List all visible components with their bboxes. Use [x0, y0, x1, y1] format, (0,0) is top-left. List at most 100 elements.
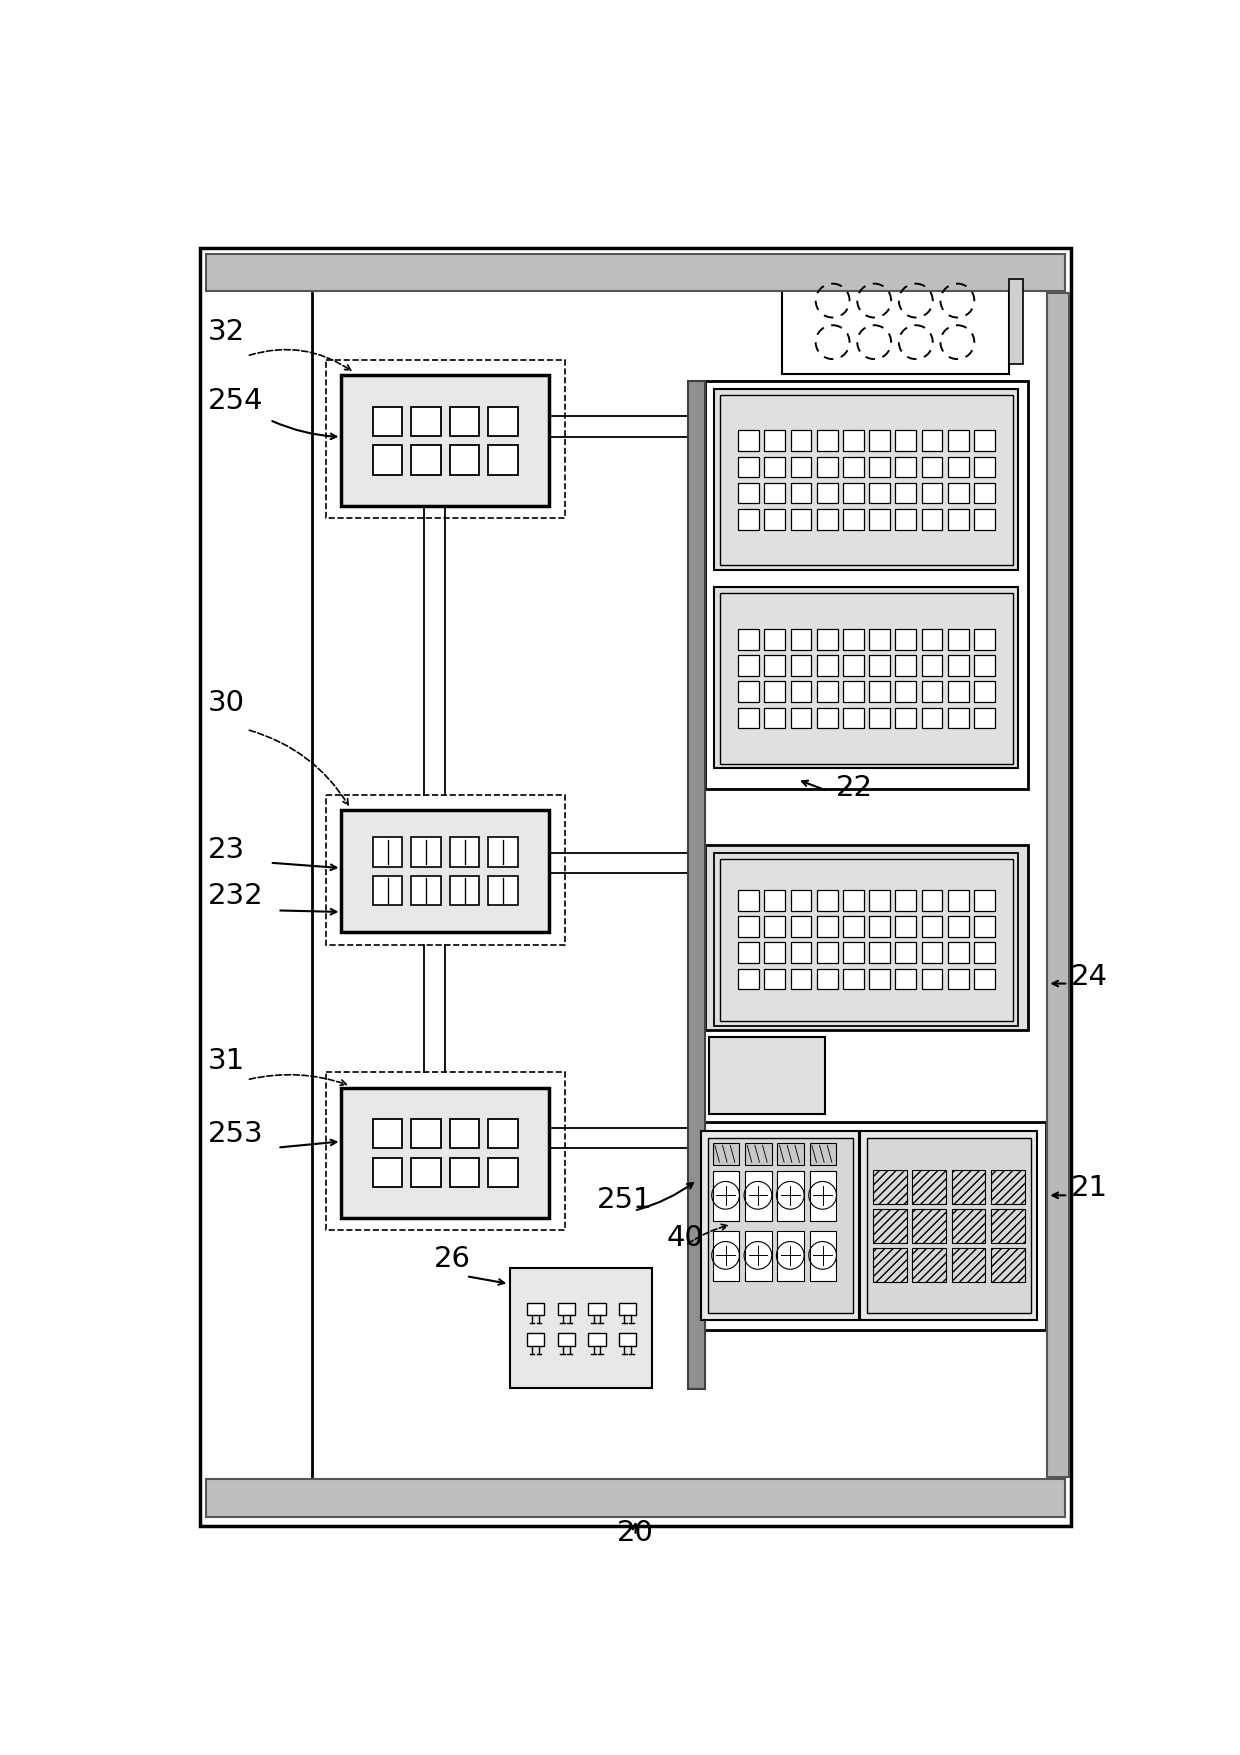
- Bar: [810, 1143, 837, 1165]
- Bar: [765, 969, 785, 990]
- Bar: [489, 1120, 517, 1150]
- Bar: [738, 683, 759, 702]
- Bar: [777, 1230, 804, 1281]
- Bar: [489, 1158, 517, 1186]
- Bar: [341, 376, 549, 507]
- Bar: [489, 837, 517, 867]
- Bar: [765, 916, 785, 937]
- Bar: [1048, 293, 1069, 1478]
- Bar: [765, 683, 785, 702]
- Bar: [921, 683, 942, 702]
- Bar: [921, 707, 942, 728]
- Bar: [738, 707, 759, 728]
- Bar: [913, 1171, 946, 1204]
- Bar: [708, 1137, 853, 1313]
- Bar: [973, 483, 994, 504]
- Bar: [738, 483, 759, 504]
- Bar: [895, 656, 916, 677]
- Bar: [843, 630, 864, 651]
- Bar: [704, 381, 1028, 790]
- Bar: [791, 683, 811, 702]
- Text: 26: 26: [434, 1244, 471, 1272]
- Bar: [895, 890, 916, 911]
- Bar: [973, 942, 994, 963]
- Bar: [206, 254, 1065, 291]
- Bar: [947, 707, 968, 728]
- Bar: [947, 483, 968, 504]
- Bar: [817, 656, 838, 677]
- Text: 21: 21: [1070, 1174, 1107, 1202]
- Bar: [588, 1302, 605, 1314]
- Bar: [341, 811, 549, 932]
- Bar: [738, 969, 759, 990]
- Bar: [791, 942, 811, 963]
- Bar: [973, 969, 994, 990]
- Bar: [869, 916, 890, 937]
- Bar: [810, 1230, 837, 1281]
- Bar: [738, 916, 759, 937]
- Bar: [947, 509, 968, 530]
- Bar: [738, 458, 759, 477]
- Bar: [745, 1143, 771, 1165]
- Bar: [791, 432, 811, 451]
- Bar: [765, 630, 785, 651]
- Bar: [869, 942, 890, 963]
- Bar: [738, 656, 759, 677]
- Bar: [921, 509, 942, 530]
- Bar: [791, 890, 811, 911]
- Bar: [791, 707, 811, 728]
- Bar: [843, 656, 864, 677]
- Bar: [895, 942, 916, 963]
- Bar: [895, 458, 916, 477]
- Bar: [843, 707, 864, 728]
- Bar: [843, 942, 864, 963]
- Bar: [412, 1158, 440, 1186]
- Bar: [777, 1143, 804, 1165]
- Bar: [895, 707, 916, 728]
- Bar: [947, 969, 968, 990]
- Bar: [895, 969, 916, 990]
- Bar: [373, 1120, 402, 1150]
- Bar: [843, 432, 864, 451]
- Bar: [817, 509, 838, 530]
- Bar: [973, 458, 994, 477]
- Bar: [895, 432, 916, 451]
- Bar: [951, 1250, 986, 1283]
- Bar: [738, 509, 759, 530]
- Bar: [765, 707, 785, 728]
- Bar: [867, 1137, 1032, 1313]
- Bar: [810, 1171, 837, 1221]
- Bar: [869, 509, 890, 530]
- Bar: [921, 483, 942, 504]
- Bar: [373, 876, 402, 906]
- Text: 22: 22: [836, 774, 873, 802]
- Bar: [973, 916, 994, 937]
- Bar: [869, 656, 890, 677]
- Bar: [869, 890, 890, 911]
- Bar: [843, 916, 864, 937]
- Bar: [713, 1171, 739, 1221]
- Text: 23: 23: [208, 835, 246, 863]
- Bar: [869, 483, 890, 504]
- Bar: [720, 860, 1013, 1021]
- Bar: [450, 1158, 479, 1186]
- Bar: [817, 458, 838, 477]
- Bar: [843, 458, 864, 477]
- Bar: [709, 1037, 825, 1114]
- Bar: [817, 432, 838, 451]
- Bar: [921, 458, 942, 477]
- Bar: [765, 942, 785, 963]
- Bar: [817, 630, 838, 651]
- Bar: [558, 1302, 575, 1314]
- Bar: [527, 1334, 544, 1346]
- Bar: [873, 1171, 906, 1204]
- Bar: [973, 432, 994, 451]
- Bar: [791, 656, 811, 677]
- Bar: [412, 407, 440, 437]
- Bar: [921, 432, 942, 451]
- Bar: [450, 876, 479, 906]
- Bar: [588, 1334, 605, 1346]
- Bar: [720, 395, 1013, 567]
- Bar: [765, 432, 785, 451]
- Bar: [869, 630, 890, 651]
